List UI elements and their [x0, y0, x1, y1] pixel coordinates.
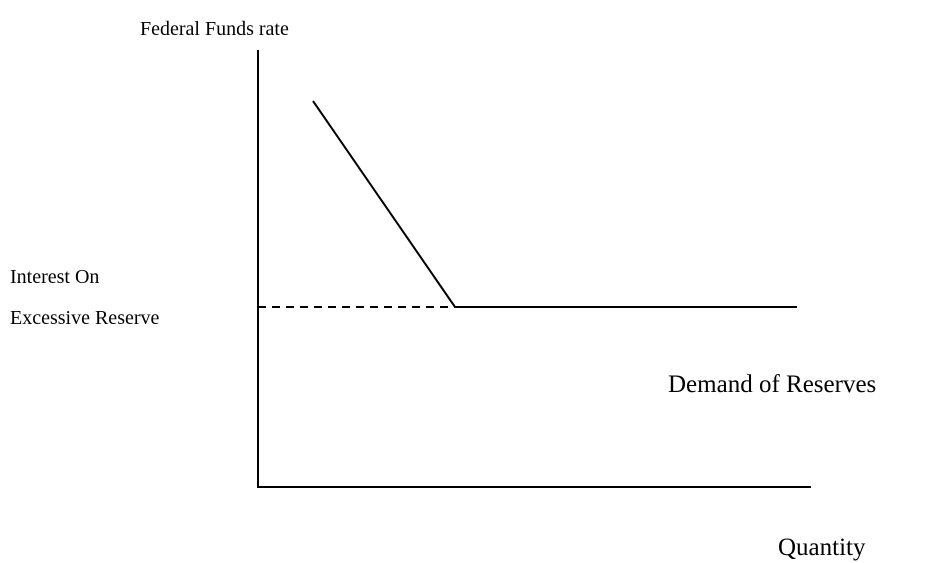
rate-label: Excessive Reserve	[10, 307, 160, 329]
rate-label: Interest On	[10, 266, 99, 288]
curve-label: Demand of Reserves	[668, 371, 876, 398]
y-axis-label: Federal Funds rate	[140, 18, 289, 40]
demand-slope	[312, 100, 456, 308]
x-axis-label: Quantity	[778, 534, 866, 561]
